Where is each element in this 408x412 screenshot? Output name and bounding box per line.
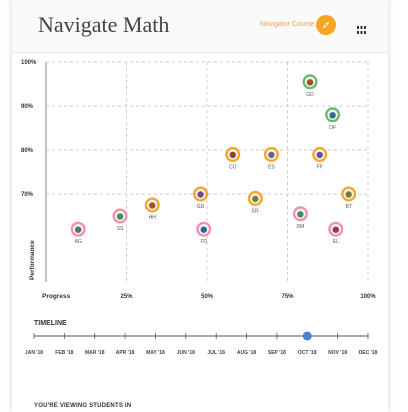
avatar-image (306, 79, 314, 86)
avatar-image (149, 202, 156, 209)
student-avatar-point[interactable]: SS (112, 208, 128, 233)
x-tick-label: 100% (360, 294, 376, 300)
avatar-image (332, 226, 339, 233)
student-avatar-point[interactable]: ES (263, 146, 279, 171)
navigator-course-link[interactable]: Navigator Course (260, 21, 315, 28)
student-avatar-point[interactable]: FD (196, 221, 212, 246)
course-card: Navigate Math Navigator Course 70% 80% 90%… (12, 0, 388, 412)
avatar-image (297, 211, 304, 218)
avatar-image (75, 226, 82, 233)
x-axis-label: Progress (42, 293, 71, 300)
y-tick-label: 90% (21, 104, 34, 110)
student-initials-label: SS (117, 226, 124, 232)
timeline-month-label[interactable]: AUG '18 (237, 350, 256, 356)
avatar-image (329, 112, 336, 119)
student-initials-label: DF (329, 125, 336, 131)
timeline-month-label[interactable]: APR '18 (116, 350, 135, 356)
student-avatar-point[interactable]: DF (325, 107, 341, 131)
student-initials-label: ES (268, 164, 275, 170)
y-tick-label: 80% (21, 148, 34, 154)
student-avatar-point[interactable]: GD (302, 74, 318, 98)
timeline-month-label[interactable]: SEP '18 (268, 350, 286, 356)
student-initials-label: BT (345, 204, 351, 210)
student-initials-label: ER (252, 208, 259, 214)
avatar-image (268, 151, 275, 159)
avatar-image (252, 195, 259, 203)
student-avatar-point[interactable]: HH (144, 197, 160, 222)
y-tick-label: 70% (21, 192, 34, 198)
grid-view-icon[interactable] (357, 21, 366, 34)
student-initials-label: CO (229, 164, 237, 170)
performance-scatter-chart: 70% 80% 90% 100% 25% 50% 75% 100% Progress Perfor… (12, 52, 388, 312)
student-avatar-point[interactable]: GD (193, 186, 209, 211)
timeline-month-label[interactable]: FEB '18 (55, 350, 73, 356)
compass-icon[interactable] (316, 15, 336, 35)
x-tick-label: 25% (120, 294, 133, 300)
student-avatar-point[interactable]: FF (312, 146, 328, 171)
timeline-month-label[interactable]: MAY '18 (146, 350, 165, 356)
student-initials-label: AG (75, 239, 82, 245)
header: Navigate Math Navigator Course (12, 0, 388, 53)
timeline-month-label[interactable]: MAR '18 (85, 350, 105, 356)
timeline-slider[interactable]: JAN '18 FEB '18 MAR '18 APR '18 MAY '18 JUN '… (12, 328, 388, 368)
student-avatar-point[interactable]: BT (341, 186, 357, 211)
timeline-month-label[interactable]: OCT '18 (298, 350, 317, 356)
y-tick-label: 100% (21, 60, 37, 66)
avatar-image (200, 226, 207, 233)
timeline-handle[interactable] (302, 331, 312, 341)
x-tick-label: 75% (281, 294, 294, 300)
student-initials-label: FD (200, 239, 207, 245)
timeline-month-label[interactable]: JUN '18 (177, 350, 195, 356)
timeline-month-label[interactable]: NOV '18 (328, 350, 347, 356)
avatar-image (116, 213, 124, 220)
student-avatar-point[interactable]: CO (225, 146, 241, 171)
timeline-month-label[interactable]: JAN '18 (25, 350, 43, 356)
student-initials-label: GD (306, 92, 314, 98)
avatar-image (197, 191, 204, 198)
x-tick-label: 50% (201, 294, 214, 300)
student-avatar-point[interactable]: AG (70, 221, 86, 246)
student-avatar-point[interactable]: DM (292, 206, 308, 230)
avatar-image (229, 151, 236, 159)
student-initials-label: EL (333, 239, 339, 245)
y-axis-label: Performance (29, 240, 36, 280)
student-avatar-point[interactable]: EL (328, 221, 344, 246)
student-initials-label: DM (296, 224, 304, 230)
avatar-image (345, 191, 352, 198)
student-initials-label: HH (149, 215, 157, 221)
student-initials-label: FF (317, 164, 323, 170)
student-avatar-point[interactable]: ER (247, 190, 263, 215)
timeline-month-label[interactable]: JUL '18 (207, 350, 225, 356)
student-initials-label: GD (197, 204, 205, 210)
scatter-plot-svg: 70% 80% 90% 100% 25% 50% 75% 100% Progress Perfor… (21, 60, 376, 300)
viewing-students-label: YOU'RE VIEWING STUDENTS IN (34, 403, 132, 409)
page-title: Navigate Math (38, 12, 170, 37)
timeline-title: TIMELINE (34, 320, 67, 327)
avatar-image (316, 151, 323, 159)
timeline-month-label[interactable]: DEC '18 (359, 350, 378, 356)
